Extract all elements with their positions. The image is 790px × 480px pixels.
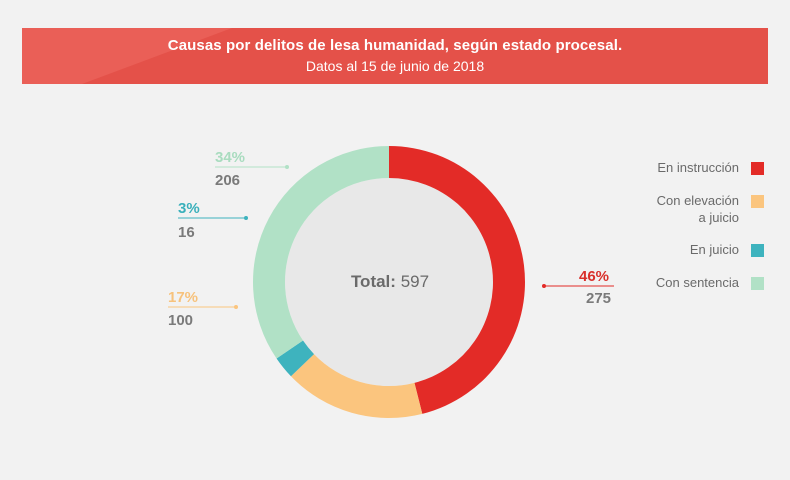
- percent-label-con-sentencia: 34%: [215, 149, 246, 166]
- donut-slice-con-elevacion: [290, 354, 423, 419]
- count-label-con-elevacion: 100: [168, 312, 194, 329]
- donut-center: [285, 178, 493, 386]
- legend-label: En juicio: [689, 242, 739, 257]
- title-banner: Causas por delitos de lesa humanidad, se…: [22, 28, 768, 84]
- leader-dot-en-juicio: [244, 216, 248, 220]
- percent-label-en-instruccion: 46%: [579, 268, 610, 285]
- legend-item-en-instruccion: En instrucción: [657, 159, 764, 176]
- legend-item-con-elevacion: Con elevación a juicio: [657, 192, 764, 226]
- donut-slice-en-instruccion: [389, 146, 526, 414]
- legend-label: En instrucción: [657, 160, 739, 175]
- percent-label-con-elevacion: 17%: [168, 289, 199, 306]
- legend-item-con-sentencia: Con sentencia: [656, 274, 764, 291]
- chart-title: Causas por delitos de lesa humanidad, se…: [167, 37, 623, 54]
- leader-dot-con-elevacion: [234, 305, 238, 309]
- legend-item-en-juicio: En juicio: [690, 241, 764, 258]
- total-label-key: Total:: [350, 272, 396, 291]
- count-label-en-juicio: 16: [178, 224, 195, 241]
- donut-slice-en-juicio: [276, 340, 315, 377]
- count-label-en-instruccion: 275: [586, 290, 612, 307]
- legend-label: Con elevación: [656, 193, 739, 208]
- legend-swatch: [751, 195, 764, 208]
- percent-label-en-juicio: 3%: [178, 200, 200, 217]
- leader-dot-en-instruccion: [542, 284, 546, 288]
- legend-label-line2: a juicio: [698, 210, 739, 225]
- legend-swatch: [751, 244, 764, 257]
- total-label-value: 597: [400, 272, 430, 291]
- leader-dot-con-sentencia: [285, 165, 289, 169]
- legend-swatch: [751, 277, 764, 290]
- chart-subtitle: Datos al 15 de junio de 2018: [305, 58, 485, 74]
- count-label-con-sentencia: 206: [215, 172, 241, 189]
- donut-slice-con-sentencia: [252, 146, 389, 359]
- legend-label: Con sentencia: [655, 275, 739, 290]
- legend-swatch: [751, 162, 764, 175]
- banner-decoration: [22, 28, 232, 84]
- total-label: Total: 597: [300, 272, 480, 292]
